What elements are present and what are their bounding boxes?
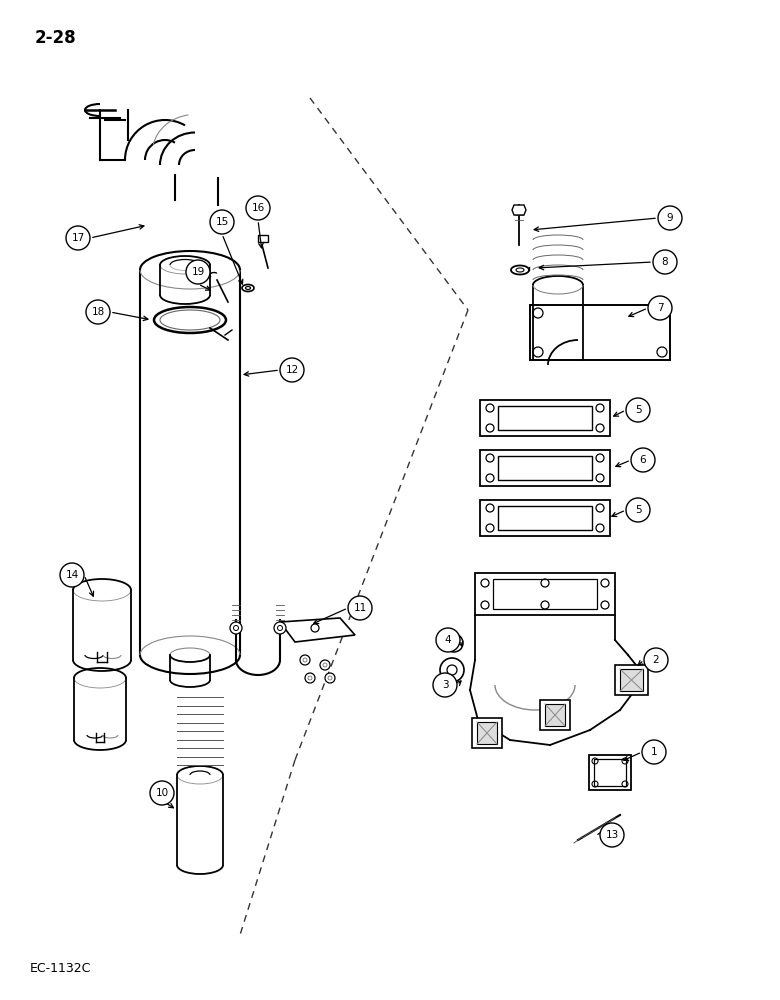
- Text: 8: 8: [661, 257, 668, 267]
- FancyBboxPatch shape: [589, 755, 631, 790]
- Circle shape: [246, 196, 270, 220]
- Circle shape: [653, 250, 677, 274]
- Circle shape: [325, 673, 335, 683]
- Text: 2-28: 2-28: [35, 29, 76, 47]
- Circle shape: [648, 296, 672, 320]
- Circle shape: [440, 658, 464, 682]
- Circle shape: [300, 655, 310, 665]
- FancyBboxPatch shape: [594, 759, 626, 786]
- Circle shape: [320, 660, 330, 670]
- Text: 18: 18: [91, 307, 105, 317]
- FancyBboxPatch shape: [498, 456, 592, 480]
- Circle shape: [626, 398, 650, 422]
- FancyBboxPatch shape: [475, 573, 615, 615]
- FancyBboxPatch shape: [480, 450, 610, 486]
- Circle shape: [644, 648, 668, 672]
- Polygon shape: [512, 205, 526, 215]
- Text: 13: 13: [605, 830, 619, 840]
- Text: 1: 1: [651, 747, 658, 757]
- Text: 3: 3: [441, 680, 448, 690]
- Circle shape: [186, 260, 210, 284]
- Text: 5: 5: [635, 505, 641, 515]
- Text: 12: 12: [285, 365, 299, 375]
- Circle shape: [86, 300, 110, 324]
- Circle shape: [280, 358, 304, 382]
- FancyBboxPatch shape: [480, 400, 610, 436]
- Circle shape: [436, 628, 460, 652]
- Text: 19: 19: [191, 267, 204, 277]
- Polygon shape: [280, 618, 355, 642]
- Text: 16: 16: [251, 203, 264, 213]
- Circle shape: [274, 622, 286, 634]
- Text: 15: 15: [215, 217, 229, 227]
- Text: 2: 2: [653, 655, 659, 665]
- FancyBboxPatch shape: [480, 500, 610, 536]
- Polygon shape: [620, 669, 643, 691]
- Circle shape: [348, 596, 372, 620]
- Polygon shape: [615, 665, 648, 695]
- Circle shape: [600, 823, 624, 847]
- Circle shape: [433, 673, 457, 697]
- Text: 10: 10: [155, 788, 168, 798]
- Circle shape: [445, 634, 463, 652]
- Text: 4: 4: [445, 635, 452, 645]
- Polygon shape: [545, 704, 565, 726]
- Circle shape: [631, 448, 655, 472]
- FancyBboxPatch shape: [493, 579, 597, 609]
- Circle shape: [626, 498, 650, 522]
- Polygon shape: [540, 700, 570, 730]
- Polygon shape: [472, 718, 502, 748]
- Polygon shape: [477, 722, 497, 744]
- Text: 7: 7: [657, 303, 663, 313]
- FancyBboxPatch shape: [530, 305, 670, 360]
- Circle shape: [150, 781, 174, 805]
- FancyBboxPatch shape: [498, 406, 592, 430]
- Circle shape: [66, 226, 90, 250]
- Circle shape: [658, 206, 682, 230]
- Text: 5: 5: [635, 405, 641, 415]
- Text: 11: 11: [353, 603, 367, 613]
- FancyBboxPatch shape: [258, 235, 268, 242]
- Circle shape: [60, 563, 84, 587]
- Text: 14: 14: [66, 570, 79, 580]
- Circle shape: [305, 673, 315, 683]
- Text: 17: 17: [72, 233, 84, 243]
- Text: 6: 6: [640, 455, 647, 465]
- Circle shape: [642, 740, 666, 764]
- Circle shape: [210, 210, 234, 234]
- FancyBboxPatch shape: [498, 506, 592, 530]
- Text: EC-1132C: EC-1132C: [30, 962, 91, 974]
- Text: 9: 9: [667, 213, 673, 223]
- Circle shape: [230, 622, 242, 634]
